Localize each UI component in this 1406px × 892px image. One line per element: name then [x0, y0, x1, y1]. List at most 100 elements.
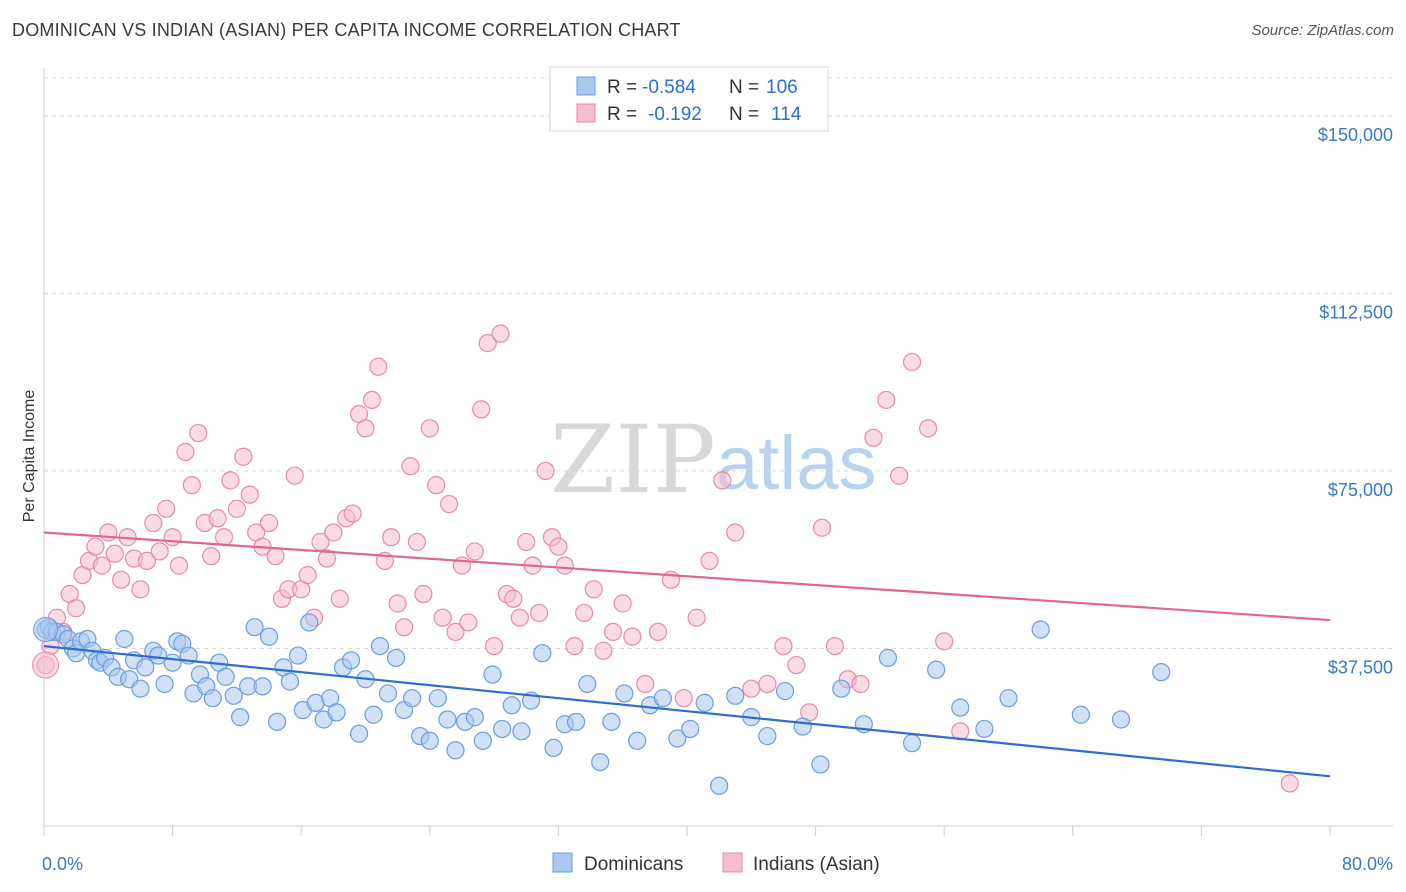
bottom-legend-dominicans: Dominicans: [584, 854, 683, 875]
legend-n-label-2: N =: [729, 104, 759, 125]
point-indians-asian: [144, 513, 163, 533]
legend-n-label-1: N =: [729, 77, 759, 98]
point-dominicans: [327, 703, 346, 722]
trend-lines: [43, 531, 1331, 778]
point-indians-asian: [266, 547, 285, 566]
y-tick-labels: $37,500 $75,000 $112,500 $150,000: [1318, 125, 1393, 678]
trend-line-dominicans: [43, 645, 1331, 778]
x-min-label: 0.0%: [42, 854, 83, 874]
point-dominicans: [259, 627, 279, 646]
chart-title: DOMINICAN VS INDIAN (ASIAN) PER CAPITA I…: [12, 20, 681, 40]
point-dominicans: [483, 665, 502, 684]
point-indians-asian: [388, 594, 407, 613]
point-indians-asian: [202, 547, 221, 566]
point-indians-asian: [227, 499, 246, 518]
point-dominicans: [695, 693, 714, 713]
point-indians-asian: [157, 499, 176, 518]
point-dominicans: [591, 752, 610, 772]
point-dominicans: [1111, 710, 1131, 729]
point-dominicans: [163, 653, 182, 672]
point-dominicans: [403, 689, 422, 708]
point-indians-asian: [112, 570, 131, 589]
point-dominicans: [493, 719, 512, 739]
trend-line-indians-asian: [43, 531, 1331, 622]
point-indians-asian: [439, 494, 459, 514]
point-indians-asian: [575, 603, 594, 623]
point-indians-asian: [674, 689, 693, 708]
point-indians-asian: [700, 551, 719, 570]
point-indians-asian: [623, 627, 642, 646]
point-indians-asian: [369, 357, 388, 376]
point-indians-asian: [92, 556, 111, 575]
point-indians-asian: [394, 618, 414, 637]
point-dominicans: [131, 679, 150, 698]
correlation-legend: R = -0.584 N = 106 R = -0.192 N = 114: [549, 66, 829, 132]
point-indians-asian: [214, 528, 234, 547]
point-indians-asian: [825, 637, 844, 656]
point-dominicans: [216, 667, 235, 686]
point-dominicans: [832, 679, 851, 698]
point-indians-asian: [648, 622, 668, 641]
point-indians-asian: [877, 390, 896, 410]
point-indians-asian: [317, 549, 337, 568]
y-tick-label: $75,000: [1328, 480, 1393, 500]
legend-r-value-1: -0.584: [642, 77, 696, 98]
point-indians-asian: [584, 580, 603, 599]
point-dominicans: [758, 726, 777, 746]
bottom-legend-indians: Indians (Asian): [753, 854, 880, 875]
point-indians-asian: [137, 551, 156, 570]
point-dominicans: [149, 646, 168, 665]
point-indians-asian: [851, 674, 870, 694]
point-indians-asian: [613, 594, 632, 613]
point-dominicans: [438, 710, 457, 729]
point-indians-asian: [536, 461, 555, 481]
point-indians-asian: [189, 423, 208, 443]
point-dominicans: [155, 674, 174, 694]
point-dominicans: [288, 646, 308, 665]
point-indians-asian: [549, 537, 568, 556]
point-dominicans: [710, 776, 729, 795]
point-indians-asian: [382, 528, 401, 547]
point-indians-asian: [298, 565, 317, 585]
point-indians-asian: [356, 419, 375, 438]
point-dominicans: [386, 648, 406, 668]
point-indians-asian: [324, 523, 343, 542]
point-indians-asian: [687, 608, 706, 627]
point-dominicans: [544, 738, 563, 757]
point-dominicans: [502, 696, 521, 715]
point-dominicans: [253, 677, 272, 696]
point-dominicans: [428, 689, 447, 708]
point-indians-asian: [636, 674, 655, 694]
legend-swatch-dominicans: [576, 76, 596, 96]
point-dominicans: [420, 731, 439, 750]
y-tick-label: $37,500: [1328, 657, 1393, 677]
point-dominicans: [975, 719, 994, 739]
y-tick-label: $112,500: [1319, 302, 1393, 322]
legend-box: [549, 66, 829, 132]
point-indians-asian: [420, 419, 439, 438]
point-dominicans: [512, 722, 531, 741]
point-indians-asian: [163, 528, 182, 547]
watermark-atlas: atlas: [716, 421, 877, 506]
point-indians-asian: [208, 509, 227, 528]
point-indians-asian: [491, 324, 510, 343]
point-indians-asian: [131, 580, 150, 599]
point-dominicans: [878, 648, 898, 668]
y-axis-label: Per Capita Income: [21, 390, 38, 523]
grid-lines: [44, 77, 1393, 649]
point-indians-asian: [285, 466, 304, 485]
point-dominicans: [33, 617, 59, 643]
point-indians-asian: [935, 632, 954, 651]
series-legend: Dominicans Indians (Asian): [552, 852, 880, 875]
point-indians-asian: [459, 613, 478, 632]
point-indians-asian: [726, 523, 745, 542]
point-dominicans: [653, 689, 672, 708]
point-indians-asian: [504, 589, 523, 608]
point-indians-asian: [758, 674, 777, 694]
point-indians-asian: [1280, 774, 1299, 793]
point-indians-asian: [890, 466, 909, 485]
point-indians-asian: [433, 608, 452, 627]
point-dominicans: [681, 719, 700, 739]
legend-swatch-indians: [576, 103, 596, 123]
legend-r-value-2: -0.192: [648, 104, 702, 125]
